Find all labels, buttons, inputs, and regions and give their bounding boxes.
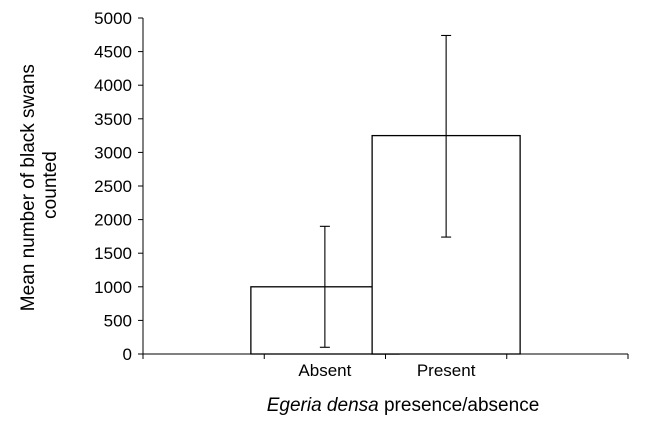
y-axis: 0 500 1000 1500 2000 2500 3000 3500 4000 4500 5000: [94, 9, 144, 364]
x-tick-label: Absent: [298, 361, 351, 380]
y-axis-title-line-1: Mean number of black swans: [18, 64, 39, 311]
y-tick-label: 4000: [94, 76, 132, 95]
y-axis-title-line-2: counted: [40, 151, 61, 219]
y-tick-label: 5000: [94, 9, 132, 28]
category-labels: Absent Present: [298, 361, 475, 380]
y-axis-title: Mean number of black swans counted: [18, 59, 61, 311]
y-tick-label: 0: [123, 345, 132, 364]
x-axis-title: Egeria densa presence/absence: [267, 395, 540, 416]
error-bars: [319, 34, 452, 348]
x-axis-title-plain: presence/absence: [384, 395, 539, 416]
y-tick-label: 500: [104, 311, 132, 330]
y-tick-label: 1500: [94, 244, 132, 263]
x-axis: [142, 353, 629, 359]
y-tick-label: 3000: [94, 143, 132, 162]
y-tick-label: 2500: [94, 177, 132, 196]
x-tick-label: Present: [417, 361, 476, 380]
y-tick-label: 3500: [94, 110, 132, 129]
bars: [250, 134, 521, 355]
y-tick-label: 4500: [94, 43, 132, 62]
y-tick-label: 1000: [94, 278, 132, 297]
x-axis-title-italic: Egeria densa: [267, 395, 379, 416]
y-tick-label: 2000: [94, 211, 132, 230]
